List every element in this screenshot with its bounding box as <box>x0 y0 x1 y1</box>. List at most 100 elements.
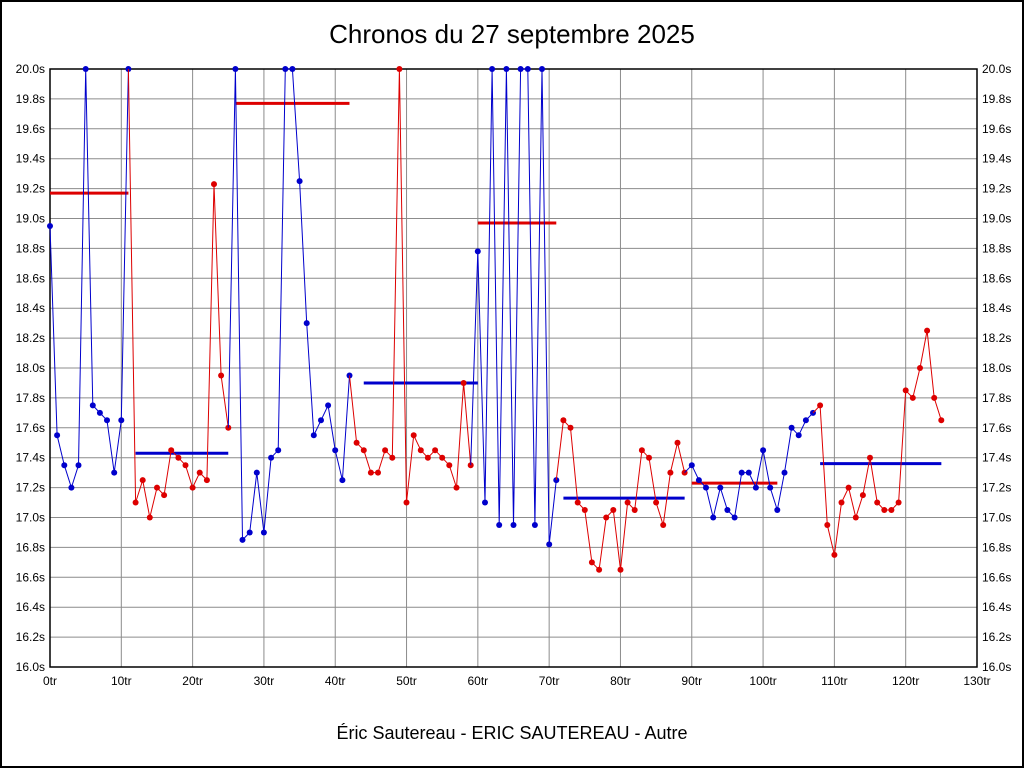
lap-time-point <box>624 499 631 506</box>
lap-time-point <box>631 507 638 513</box>
lap-time-point <box>182 462 189 469</box>
lap-time-point <box>453 484 460 491</box>
lap-time-point <box>268 454 275 461</box>
lap-time-point <box>795 432 802 439</box>
lap-time-point <box>118 417 125 424</box>
lap-time-point <box>332 447 339 454</box>
y-axis-tick-label-left: 17.0s <box>16 511 45 525</box>
y-axis-tick-label-right: 18.2s <box>982 331 1011 345</box>
lap-time-point <box>474 248 481 255</box>
y-axis-tick-label-left: 16.4s <box>16 600 45 614</box>
lap-time-point <box>482 499 488 506</box>
x-axis-tick-label: 90tr <box>681 674 702 688</box>
y-axis-tick-label-left: 18.6s <box>16 271 45 285</box>
x-axis-tick-label: 50tr <box>396 674 417 688</box>
lap-time-point <box>831 551 838 558</box>
lap-time-point <box>246 529 253 536</box>
y-axis-tick-label-right: 16.4s <box>982 600 1011 614</box>
y-axis-tick-label-right: 17.2s <box>982 481 1011 495</box>
lap-time-point <box>909 394 916 401</box>
lap-time-point <box>382 447 389 454</box>
lap-time-point <box>367 469 374 476</box>
lap-time-point <box>938 417 945 424</box>
lap-time-point <box>396 66 403 72</box>
lap-time-point <box>154 484 160 491</box>
lap-time-point <box>638 447 645 454</box>
lap-time-point <box>874 499 881 506</box>
y-axis-tick-label-right: 19.8s <box>982 92 1011 106</box>
x-axis-tick-label: 70tr <box>539 674 560 688</box>
lap-time-point <box>424 454 431 461</box>
y-axis-tick-label-right: 19.6s <box>982 122 1011 136</box>
lap-time-point <box>674 439 681 446</box>
lap-time-point <box>752 484 759 491</box>
lap-time-point <box>653 499 660 506</box>
lap-time-point <box>96 409 103 416</box>
lap-time-point <box>688 462 695 469</box>
x-axis-tick-label: 20tr <box>182 674 203 688</box>
chart-footer: Éric Sautereau - ERIC SAUTEREAU - Autre <box>336 723 688 743</box>
lap-time-point <box>924 327 931 334</box>
y-axis-tick-label-left: 17.2s <box>16 481 45 495</box>
lap-time-point <box>417 447 424 454</box>
lap-time-line <box>812 330 942 556</box>
lap-time-point <box>239 536 246 543</box>
lap-time-point <box>660 522 667 528</box>
y-axis-tick-label-left: 17.8s <box>16 391 45 405</box>
y-axis-tick-label-left: 16.6s <box>16 570 45 584</box>
plot-border <box>49 68 978 668</box>
lap-time-point <box>211 181 217 188</box>
lap-time-point <box>232 66 239 72</box>
lap-time-point <box>61 462 68 469</box>
lap-time-point <box>496 522 503 528</box>
lap-time-point <box>403 499 410 506</box>
lap-time-point <box>410 432 417 439</box>
y-axis-tick-label-right: 19.4s <box>982 152 1011 166</box>
y-axis-tick-label-right: 17.6s <box>982 421 1011 435</box>
lap-time-point <box>581 507 588 513</box>
lap-time-point <box>867 454 873 461</box>
lap-time-point <box>360 447 367 454</box>
y-axis-tick-label-right: 16.0s <box>982 660 1011 674</box>
lap-time-point <box>446 462 453 469</box>
y-axis-tick-label-right: 18.4s <box>982 301 1011 315</box>
x-axis-tick-label: 0tr <box>43 674 57 688</box>
y-axis-tick-label-right: 18.8s <box>982 241 1011 255</box>
x-axis-tick-label: 40tr <box>325 674 346 688</box>
lap-time-point <box>895 499 902 506</box>
chart-title: Chronos du 27 septembre 2025 <box>329 19 695 49</box>
lap-time-point <box>731 514 738 521</box>
lap-time-point <box>738 469 745 476</box>
y-axis-tick-label-left: 19.4s <box>16 152 45 166</box>
x-axis-tick-label: 60tr <box>468 674 489 688</box>
lap-time-point <box>717 484 724 491</box>
lap-time-point <box>802 417 809 424</box>
lap-time-point <box>588 559 595 566</box>
lap-time-point <box>788 424 795 431</box>
lap-time-point <box>745 469 752 476</box>
y-axis-tick-label-left: 16.8s <box>16 540 45 554</box>
lap-time-point <box>203 477 210 484</box>
lap-time-point <box>325 402 332 409</box>
y-axis-tick-label-right: 20.0s <box>982 62 1011 76</box>
lap-time-line <box>227 68 350 542</box>
y-axis-tick-label-left: 19.0s <box>16 212 45 226</box>
x-axis-tick-label: 10tr <box>111 674 132 688</box>
lap-time-point <box>111 469 118 476</box>
lap-time-point <box>859 492 866 499</box>
lap-time-point <box>310 432 317 439</box>
grid <box>49 68 978 668</box>
lap-time-point <box>695 477 702 484</box>
lap-time-point <box>389 454 396 461</box>
lap-time-point <box>168 447 175 454</box>
lap-time-point <box>603 514 610 521</box>
lap-time-point <box>774 507 781 513</box>
y-axis-tick-label-left: 17.4s <box>16 451 45 465</box>
lap-time-point <box>260 529 267 536</box>
x-axis-tick-label: 80tr <box>610 674 631 688</box>
y-axis-tick-label-right: 17.4s <box>982 451 1011 465</box>
lap-time-point <box>132 499 139 506</box>
lap-time-point <box>375 469 381 476</box>
